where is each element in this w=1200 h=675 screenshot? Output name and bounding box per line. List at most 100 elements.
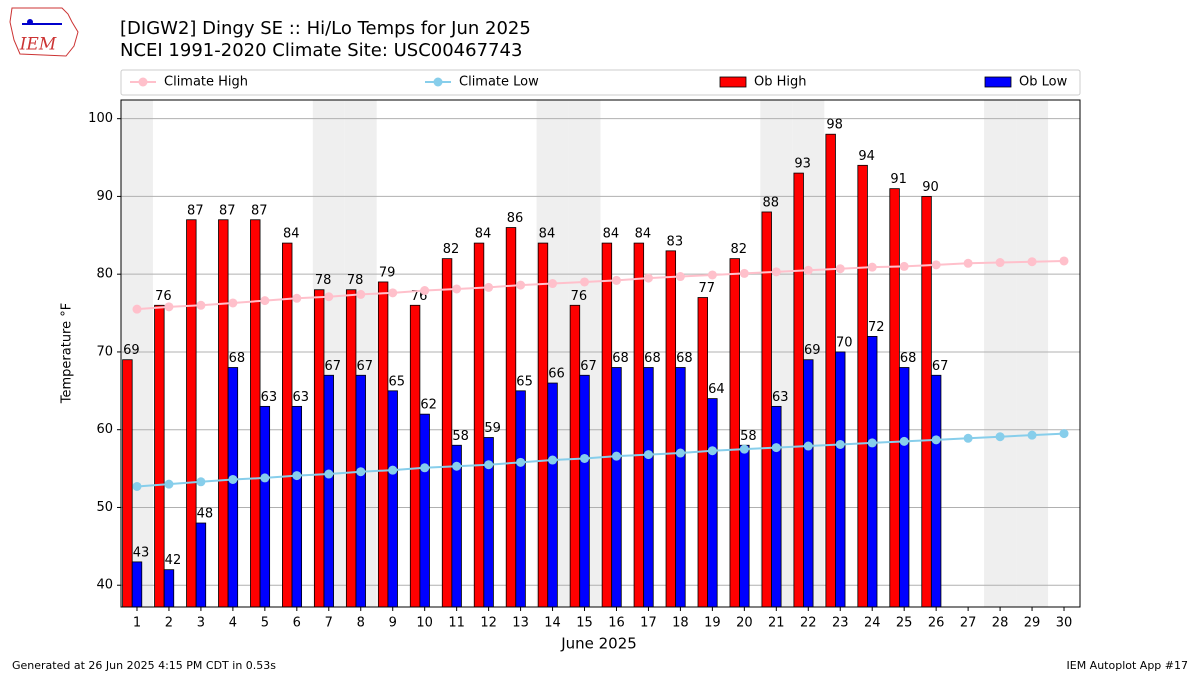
point xyxy=(548,455,558,465)
point xyxy=(643,450,653,460)
x-tick-label: 14 xyxy=(544,616,561,631)
x-tick-label: 15 xyxy=(576,616,593,631)
point xyxy=(420,286,430,296)
point xyxy=(132,304,142,314)
legend-label: Ob Low xyxy=(1019,75,1068,90)
legend-marker xyxy=(138,77,148,87)
point xyxy=(803,441,813,451)
legend-box xyxy=(120,69,1081,96)
data-label: 84 xyxy=(539,227,556,242)
data-label: 76 xyxy=(155,289,172,304)
data-label: 84 xyxy=(603,227,620,242)
legend-label: Climate Low xyxy=(459,75,539,90)
point xyxy=(196,300,206,310)
bar xyxy=(793,172,804,608)
y-tick-label: 90 xyxy=(96,189,113,204)
data-label: 64 xyxy=(708,382,725,397)
legend-marker xyxy=(433,77,443,87)
bar xyxy=(154,304,165,608)
data-label: 91 xyxy=(890,172,907,187)
point xyxy=(356,289,366,299)
bar xyxy=(441,258,453,608)
x-tick-label: 16 xyxy=(608,616,625,631)
x-axis-label: June 2025 xyxy=(560,635,637,653)
bar xyxy=(163,569,175,608)
line xyxy=(136,259,1065,311)
point xyxy=(324,469,334,479)
data-label: 67 xyxy=(580,359,597,374)
bar xyxy=(122,359,133,608)
x-tick-label: 8 xyxy=(357,616,365,631)
data-label: 63 xyxy=(293,390,310,405)
bar xyxy=(218,219,229,608)
data-label: 90 xyxy=(922,180,939,195)
data-label: 84 xyxy=(283,227,300,242)
point xyxy=(452,284,462,294)
data-label: 72 xyxy=(868,320,885,335)
data-label: 42 xyxy=(165,553,182,568)
x-tick-label: 30 xyxy=(1056,616,1073,631)
x-tick-label: 26 xyxy=(928,616,945,631)
bar xyxy=(505,227,517,608)
y-tick-label: 100 xyxy=(88,111,113,126)
bar xyxy=(195,522,207,608)
bar xyxy=(921,196,932,608)
point xyxy=(899,261,909,271)
bar xyxy=(579,374,590,608)
y-tick-label: 80 xyxy=(96,267,113,282)
bar xyxy=(930,374,942,608)
x-tick-label: 1 xyxy=(133,616,141,631)
point xyxy=(324,292,334,302)
data-label: 82 xyxy=(730,242,747,257)
point xyxy=(292,293,302,303)
data-label: 94 xyxy=(858,149,875,164)
point xyxy=(835,264,845,274)
data-label: 67 xyxy=(325,359,342,374)
point xyxy=(707,270,717,280)
bar xyxy=(547,382,558,608)
point xyxy=(675,448,685,458)
point xyxy=(963,258,973,268)
bar xyxy=(569,304,581,608)
bar xyxy=(611,367,622,608)
bar xyxy=(633,242,645,608)
point xyxy=(484,460,494,470)
line xyxy=(136,432,1065,488)
bar xyxy=(409,304,421,608)
bar xyxy=(665,250,677,608)
x-tick-label: 22 xyxy=(800,616,817,631)
data-label: 43 xyxy=(133,545,150,560)
bar xyxy=(250,219,261,608)
point xyxy=(452,461,462,471)
x-tick-label: 4 xyxy=(229,616,237,631)
x-tick-label: 17 xyxy=(640,616,657,631)
point xyxy=(611,275,621,285)
bar xyxy=(729,258,740,608)
data-label: 67 xyxy=(932,359,949,374)
point xyxy=(292,471,302,481)
point xyxy=(803,265,813,275)
x-tick-label: 5 xyxy=(261,616,269,631)
x-tick-label: 6 xyxy=(293,616,301,631)
point xyxy=(995,258,1005,268)
bar xyxy=(601,242,613,608)
data-label: 70 xyxy=(836,335,853,350)
point xyxy=(1059,429,1069,439)
bar xyxy=(291,405,303,608)
x-tick-label: 21 xyxy=(768,616,785,631)
data-label: 78 xyxy=(347,273,364,288)
data-label: 69 xyxy=(804,343,821,358)
point xyxy=(228,474,238,484)
point xyxy=(580,453,590,463)
weekend-shade xyxy=(984,100,1017,607)
point xyxy=(580,277,590,287)
data-label: 77 xyxy=(699,281,716,296)
bar xyxy=(867,335,878,608)
point xyxy=(228,298,238,308)
point xyxy=(260,296,270,306)
data-label: 68 xyxy=(644,351,661,366)
bar xyxy=(345,289,357,608)
legend-label: Ob High xyxy=(754,75,807,90)
data-label: 65 xyxy=(388,374,405,389)
y-axis-label: Temperature °F xyxy=(60,303,75,404)
